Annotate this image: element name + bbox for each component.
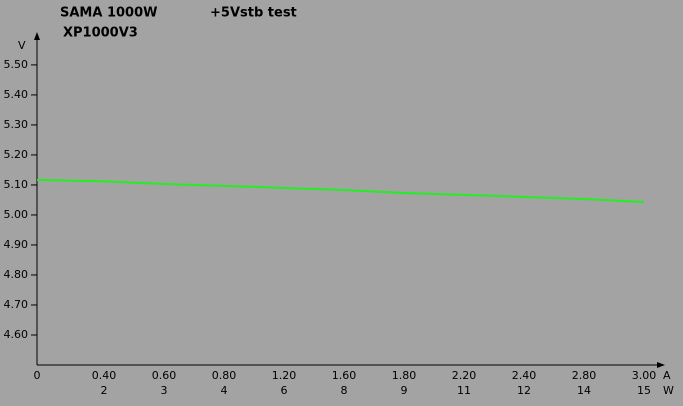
y-tick-label: 4.90: [4, 238, 29, 251]
y-tick-label: 5.50: [4, 58, 29, 71]
x-tick-label: 1.80: [392, 369, 417, 382]
chart-subtitle: +5Vstb test: [210, 6, 297, 21]
y-axis-arrow: [34, 32, 40, 40]
x-tick-label: 1.20: [272, 369, 297, 382]
x2-tick-label: 2: [101, 384, 108, 397]
y-tick-label: 4.60: [4, 328, 29, 341]
data-line: [36, 178, 645, 204]
x-axis-arrow: [657, 362, 665, 368]
x-tick-label: 0.40: [92, 369, 117, 382]
x-tick-label: 3.00: [632, 369, 657, 382]
y-tick-label: 4.80: [4, 268, 29, 281]
chart-title: SAMA 1000W: [60, 6, 157, 21]
x-unit: A: [663, 369, 671, 382]
y-tick-label: 5.30: [4, 118, 29, 131]
x2-tick-label: 14: [577, 384, 591, 397]
y-tick-label: 4.70: [4, 298, 29, 311]
x2-tick-label: 9: [401, 384, 408, 397]
y-tick-label: 5.20: [4, 148, 29, 161]
y-tick-label: 5.40: [4, 88, 29, 101]
y-tick-label: 5.10: [4, 178, 29, 191]
x-tick-label: 2.80: [572, 369, 597, 382]
x-tick-label: 0: [34, 369, 41, 382]
x2-unit: W: [663, 384, 674, 397]
x2-tick-label: 12: [517, 384, 531, 397]
x2-tick-label: 3: [161, 384, 168, 397]
x-tick-label: 2.20: [452, 369, 477, 382]
x2-tick-label: 6: [281, 384, 288, 397]
y-tick-label: 5.00: [4, 208, 29, 221]
model-label: XP1000V3: [63, 26, 138, 41]
y-unit: V: [18, 39, 26, 52]
x-tick-label: 2.40: [512, 369, 537, 382]
x2-tick-label: 8: [341, 384, 348, 397]
x2-tick-label: 11: [457, 384, 471, 397]
x-tick-label: 0.80: [212, 369, 237, 382]
x2-tick-label: 4: [221, 384, 228, 397]
x-tick-label: 1.60: [332, 369, 357, 382]
x2-tick-label: 15: [637, 384, 651, 397]
x-tick-label: 0.60: [152, 369, 177, 382]
